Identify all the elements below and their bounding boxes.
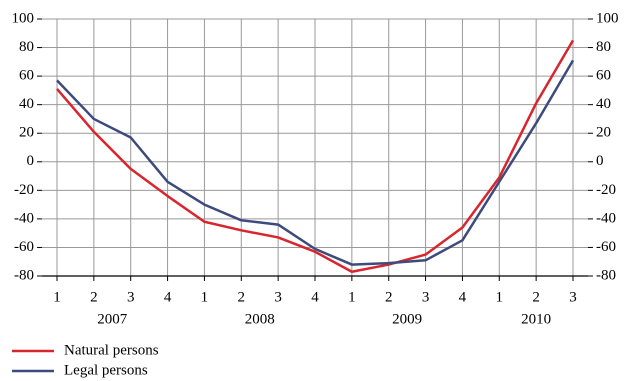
line-series xyxy=(56,59,575,266)
y-tick-label: -80 xyxy=(14,267,34,283)
y-tick-label: 100 xyxy=(12,10,35,26)
x-tick-label: 3 xyxy=(127,289,135,305)
y-tick-label: 40 xyxy=(19,96,34,112)
y-tick-label: 0 xyxy=(27,153,35,169)
line-series xyxy=(56,39,575,273)
y-tick-label: 20 xyxy=(19,125,34,141)
y2-tick-label: 40 xyxy=(596,96,611,112)
y-tick-label: -20 xyxy=(14,182,34,198)
year-label: 2009 xyxy=(392,311,422,327)
y-tick-label: 60 xyxy=(19,68,34,84)
x-tick-label: 4 xyxy=(311,289,319,305)
y2-tick-label: 80 xyxy=(596,39,611,55)
x-tick-label: 1 xyxy=(201,289,209,305)
y2-tick-label: 100 xyxy=(596,10,619,26)
y2-tick-label: -40 xyxy=(596,210,616,226)
year-label: 2010 xyxy=(521,311,551,327)
x-tick-label: 4 xyxy=(164,289,172,305)
y2-tick-label: 20 xyxy=(596,125,611,141)
y2-tick-label: 60 xyxy=(596,68,611,84)
x-tick-label: 2 xyxy=(238,289,246,305)
year-label: 2007 xyxy=(97,311,128,327)
x-tick-label: 1 xyxy=(53,289,61,305)
x-tick-label: 3 xyxy=(274,289,282,305)
y2-tick-label: 0 xyxy=(596,153,604,169)
y-tick-label: -60 xyxy=(14,239,34,255)
y2-tick-label: -20 xyxy=(596,182,616,198)
y-tick-label: -40 xyxy=(14,210,34,226)
x-tick-label: 3 xyxy=(569,289,577,305)
x-tick-label: 2 xyxy=(90,289,98,305)
x-tick-label: 1 xyxy=(496,289,504,305)
y2-tick-label: -60 xyxy=(596,239,616,255)
x-tick-label: 2 xyxy=(385,289,393,305)
x-tick-label: 3 xyxy=(422,289,430,305)
year-label: 2008 xyxy=(245,311,275,327)
y-tick-label: 80 xyxy=(19,39,34,55)
x-tick-label: 2 xyxy=(532,289,540,305)
y2-tick-label: -80 xyxy=(596,267,616,283)
x-tick-label: 1 xyxy=(348,289,356,305)
legend-label: Legal persons xyxy=(64,362,148,378)
legend-label: Natural persons xyxy=(64,342,159,358)
x-tick-label: 4 xyxy=(459,289,467,305)
